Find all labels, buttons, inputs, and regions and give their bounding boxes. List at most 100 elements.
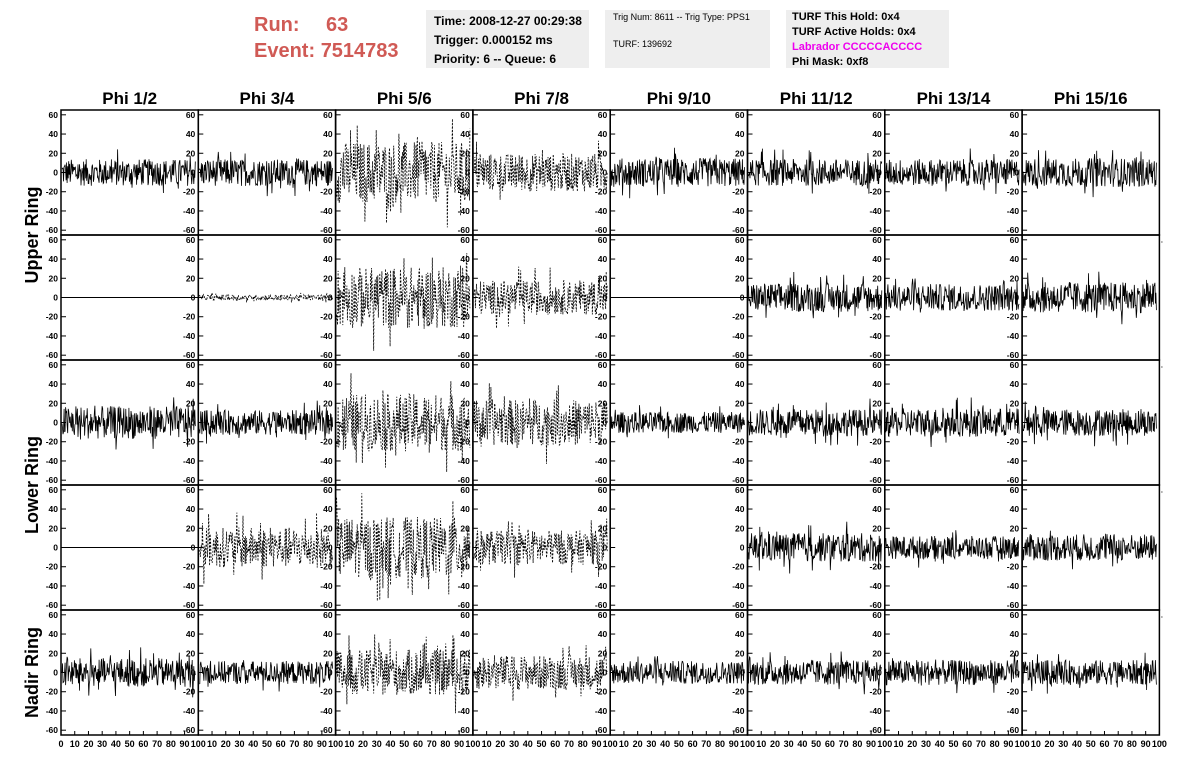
event-value: 7514783 bbox=[320, 40, 399, 62]
y-tick-label: 40 bbox=[1010, 629, 1020, 639]
y-tick-label: -60 bbox=[458, 600, 471, 610]
waveform-panel: -60 -40 -20 0 20 40 60 bbox=[595, 359, 749, 486]
y-tick-label: -40 bbox=[458, 706, 471, 716]
x-tick-label: 30 bbox=[97, 739, 107, 749]
x-tick-label: 90 bbox=[866, 739, 876, 749]
y-tick-label: 0 bbox=[1014, 543, 1019, 553]
y-tick-label: 60 bbox=[872, 360, 882, 370]
y-tick-label: 40 bbox=[735, 504, 745, 514]
waveform-trace bbox=[199, 512, 333, 584]
y-tick-label: 40 bbox=[460, 504, 470, 514]
column-title: Phi 1/2 bbox=[102, 89, 157, 108]
y-tick-label: 40 bbox=[872, 629, 882, 639]
x-tick-label: 60 bbox=[688, 739, 698, 749]
x-tick-label: 100 bbox=[603, 739, 618, 749]
y-tick-label: 40 bbox=[323, 629, 333, 639]
y-tick-label: 60 bbox=[460, 360, 470, 370]
waveform-panel: -60 -40 -20 0 20 40 60 bbox=[458, 359, 611, 486]
y-tick-label: -20 bbox=[458, 437, 471, 447]
y-tick-label: 60 bbox=[323, 485, 333, 495]
y-tick-label: 40 bbox=[49, 254, 59, 264]
y-tick-label: 40 bbox=[1010, 379, 1020, 389]
y-tick-label: -40 bbox=[320, 206, 333, 216]
x-tick-label: 10 bbox=[344, 739, 354, 749]
waveform-trace bbox=[1022, 652, 1157, 694]
panel-frame bbox=[334, 234, 474, 361]
y-tick-label: -20 bbox=[1007, 312, 1020, 322]
x-tick-label: 80 bbox=[990, 739, 1000, 749]
turf-active-holds-text: TURF Active Holds: 0x4 bbox=[792, 26, 916, 38]
y-tick-label: -40 bbox=[870, 206, 883, 216]
y-tick-label: 60 bbox=[735, 610, 745, 620]
y-tick-label: -60 bbox=[870, 725, 883, 735]
waveform-panel: -60 -40 -20 0 20 40 60 bbox=[595, 609, 749, 736]
x-tick-label: 80 bbox=[1127, 739, 1137, 749]
y-tick-label: 0 bbox=[328, 418, 333, 428]
x-tick-label: 60 bbox=[1099, 739, 1109, 749]
y-tick-label: 0 bbox=[1014, 668, 1019, 678]
y-tick-label: 20 bbox=[186, 148, 196, 158]
y-tick-label: 20 bbox=[323, 648, 333, 658]
y-tick-label: -20 bbox=[870, 562, 883, 572]
x-tick-label: 10 bbox=[894, 739, 904, 749]
y-tick-label: -20 bbox=[732, 312, 745, 322]
x-tick-label: 20 bbox=[83, 739, 93, 749]
y-tick-label: 20 bbox=[872, 398, 882, 408]
y-tick-label: -40 bbox=[595, 206, 608, 216]
waveform-trace bbox=[1022, 530, 1157, 570]
y-tick-label: 60 bbox=[323, 110, 333, 120]
x-tick-label: 50 bbox=[948, 739, 958, 749]
y-tick-label: 40 bbox=[323, 254, 333, 264]
y-tick-label: -20 bbox=[732, 687, 745, 697]
y-tick-label: 40 bbox=[735, 379, 745, 389]
y-tick-label: 20 bbox=[598, 523, 608, 533]
y-tick-label: 60 bbox=[872, 110, 882, 120]
column-title: Phi 7/8 bbox=[514, 89, 569, 108]
waveform-trace bbox=[748, 651, 882, 695]
x-tick-label: 90 bbox=[180, 739, 190, 749]
x-tick-label: 20 bbox=[907, 739, 917, 749]
run-event-header: Run: 63 Event: 7514783 bbox=[254, 12, 399, 64]
waveform-panel: -60 -40 -20 0 20 40 60 bbox=[732, 359, 886, 486]
y-tick-label: -60 bbox=[732, 725, 745, 735]
y-tick-label: 0 bbox=[53, 418, 58, 428]
y-tick-label: 40 bbox=[460, 129, 470, 139]
y-tick-label: 60 bbox=[460, 235, 470, 245]
y-tick-label: -60 bbox=[595, 600, 608, 610]
y-tick-label: 20 bbox=[872, 273, 882, 283]
x-tick-label: 50 bbox=[125, 739, 135, 749]
panel-frame bbox=[609, 484, 749, 611]
y-tick-label: -40 bbox=[1007, 456, 1020, 466]
waveform-panel: -60 -40 -20 0 20 40 60 bbox=[458, 234, 611, 361]
y-tick-label: 40 bbox=[598, 504, 608, 514]
column-title: Phi 11/12 bbox=[780, 89, 853, 108]
y-tick-label: -40 bbox=[320, 331, 333, 341]
y-tick-label: 60 bbox=[323, 360, 333, 370]
y-tick-label: 40 bbox=[1010, 129, 1020, 139]
waveform-panel: -60 -40 -20 0 20 40 60 bbox=[595, 484, 749, 611]
x-tick-label: 50 bbox=[674, 739, 684, 749]
run-value: 63 bbox=[326, 14, 349, 36]
y-tick-label: -60 bbox=[46, 225, 59, 235]
y-tick-label: -40 bbox=[732, 331, 745, 341]
y-tick-label: -40 bbox=[732, 581, 745, 591]
y-tick-label: -60 bbox=[870, 350, 883, 360]
column-title: Phi 15/16 bbox=[1054, 89, 1128, 108]
x-tick-label: 30 bbox=[234, 739, 244, 749]
x-tick-label: 70 bbox=[427, 739, 437, 749]
x-tick-label: 80 bbox=[303, 739, 313, 749]
y-tick-label: -60 bbox=[732, 350, 745, 360]
x-tick-label: 90 bbox=[317, 739, 327, 749]
y-tick-label: 40 bbox=[460, 254, 470, 264]
y-tick-label: -60 bbox=[1007, 725, 1020, 735]
y-tick-label: 0 bbox=[602, 168, 607, 178]
waveform-trace bbox=[885, 278, 1020, 313]
waveform-panel: -60 -40 -20 0 20 40 60 bbox=[870, 109, 1023, 236]
x-tick-label: 60 bbox=[962, 739, 972, 749]
waveform-panel: -60 -40 -20 0 20 40 60 bbox=[183, 484, 337, 611]
y-tick-label: 60 bbox=[49, 485, 59, 495]
waveform-trace bbox=[199, 660, 333, 692]
y-tick-label: 60 bbox=[1010, 235, 1020, 245]
y-tick-label: 40 bbox=[1010, 254, 1020, 264]
y-tick-label: -20 bbox=[595, 687, 608, 697]
